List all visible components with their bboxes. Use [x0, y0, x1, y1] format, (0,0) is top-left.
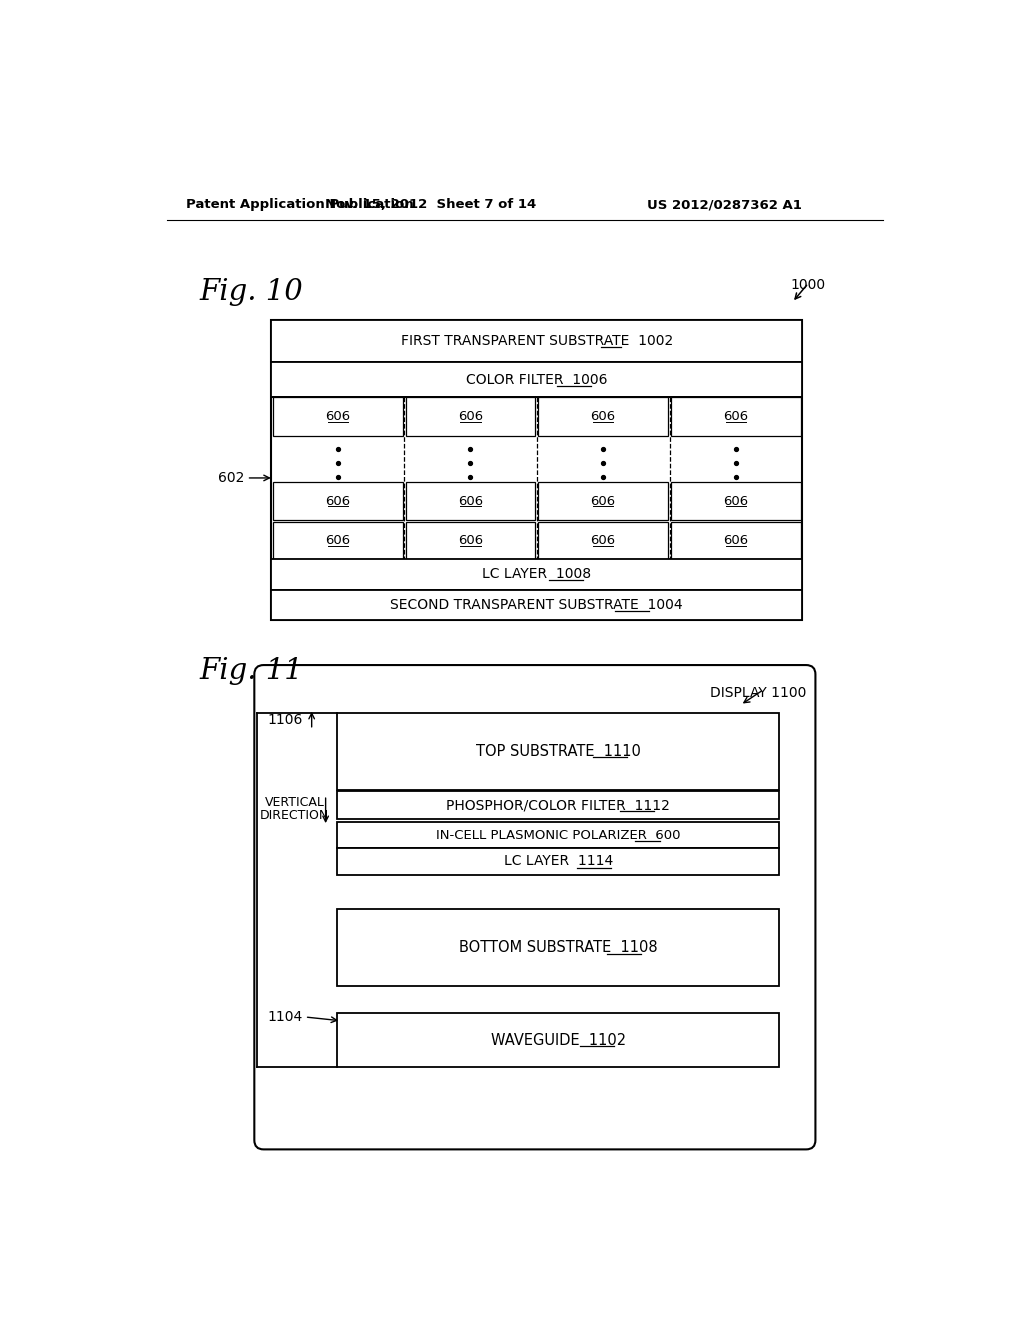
Text: VERTICAL: VERTICAL [264, 796, 325, 809]
Bar [406, 482, 536, 520]
Bar [337, 713, 779, 789]
Text: SECOND TRANSPARENT SUBSTRATE  1004: SECOND TRANSPARENT SUBSTRATE 1004 [390, 598, 683, 612]
Bar [273, 482, 402, 520]
Text: 606: 606 [326, 409, 350, 422]
Text: TOP SUBSTRATE  1110: TOP SUBSTRATE 1110 [476, 743, 641, 759]
Text: 606: 606 [591, 409, 615, 422]
Bar [671, 397, 801, 436]
Text: 1000: 1000 [791, 277, 825, 292]
Bar [271, 321, 802, 363]
Text: 606: 606 [326, 495, 350, 508]
Text: COLOR FILTER  1006: COLOR FILTER 1006 [466, 372, 607, 387]
Text: US 2012/0287362 A1: US 2012/0287362 A1 [647, 198, 802, 211]
Bar [271, 558, 802, 590]
Text: IN-CELL PLASMONIC POLARIZER  600: IN-CELL PLASMONIC POLARIZER 600 [436, 829, 680, 842]
Bar [539, 482, 668, 520]
Bar [271, 321, 802, 620]
FancyBboxPatch shape [254, 665, 815, 1150]
Text: LC LAYER  1008: LC LAYER 1008 [482, 568, 592, 581]
Text: 606: 606 [458, 533, 483, 546]
Bar [406, 397, 536, 436]
Text: Patent Application Publication: Patent Application Publication [186, 198, 414, 211]
Bar [271, 363, 802, 397]
Text: 1104: 1104 [267, 1010, 302, 1024]
Text: Fig. 10: Fig. 10 [200, 277, 303, 306]
Bar [337, 849, 779, 875]
Text: 606: 606 [723, 495, 749, 508]
Text: 606: 606 [326, 533, 350, 546]
Bar [273, 521, 402, 558]
Text: 606: 606 [458, 409, 483, 422]
Text: 606: 606 [723, 533, 749, 546]
Text: DISPLAY 1100: DISPLAY 1100 [710, 686, 806, 700]
Text: DIRECTION: DIRECTION [260, 809, 330, 822]
Text: Fig. 11: Fig. 11 [200, 657, 303, 685]
Text: BOTTOM SUBSTRATE  1108: BOTTOM SUBSTRATE 1108 [459, 940, 657, 956]
Bar [337, 909, 779, 986]
Text: 606: 606 [723, 409, 749, 422]
Bar [337, 792, 779, 818]
Bar [337, 822, 779, 849]
Text: 1106: 1106 [267, 714, 302, 727]
Bar [271, 590, 802, 620]
Text: PHOSPHOR/COLOR FILTER  1112: PHOSPHOR/COLOR FILTER 1112 [446, 799, 670, 812]
Text: Nov. 15, 2012  Sheet 7 of 14: Nov. 15, 2012 Sheet 7 of 14 [325, 198, 536, 211]
Text: WAVEGUIDE  1102: WAVEGUIDE 1102 [490, 1032, 626, 1048]
Text: 602: 602 [218, 471, 245, 484]
Bar [671, 521, 801, 558]
Text: FIRST TRANSPARENT SUBSTRATE  1002: FIRST TRANSPARENT SUBSTRATE 1002 [400, 334, 673, 348]
Bar [539, 521, 668, 558]
Text: 606: 606 [458, 495, 483, 508]
Bar [539, 397, 668, 436]
Bar [337, 1014, 779, 1067]
Bar [406, 521, 536, 558]
Bar [671, 482, 801, 520]
Text: 606: 606 [591, 533, 615, 546]
Bar [273, 397, 402, 436]
Text: 606: 606 [591, 495, 615, 508]
Text: LC LAYER  1114: LC LAYER 1114 [504, 854, 612, 869]
